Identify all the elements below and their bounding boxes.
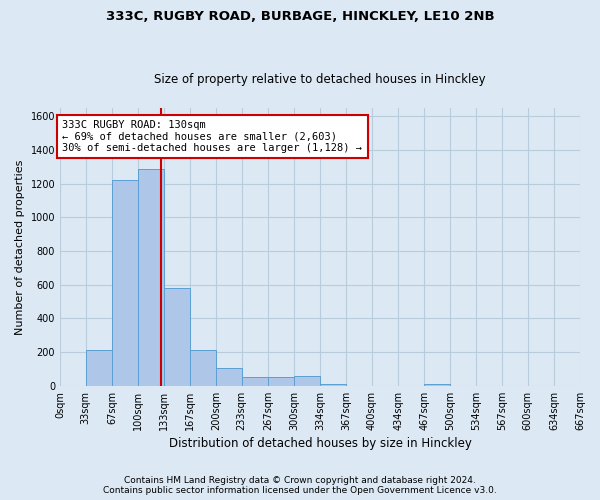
Bar [320,384,346,386]
Bar [424,384,450,386]
Bar [86,350,112,386]
Bar [268,376,294,386]
Bar [190,350,216,386]
Title: Size of property relative to detached houses in Hinckley: Size of property relative to detached ho… [154,73,486,86]
Text: 333C RUGBY ROAD: 130sqm
← 69% of detached houses are smaller (2,603)
30% of semi: 333C RUGBY ROAD: 130sqm ← 69% of detache… [62,120,362,153]
Y-axis label: Number of detached properties: Number of detached properties [15,159,25,334]
Bar [216,368,242,386]
Bar [294,376,320,386]
Bar [164,288,190,386]
X-axis label: Distribution of detached houses by size in Hinckley: Distribution of detached houses by size … [169,437,472,450]
Bar [242,376,268,386]
Bar [138,168,164,386]
Bar [112,180,138,386]
Text: 333C, RUGBY ROAD, BURBAGE, HINCKLEY, LE10 2NB: 333C, RUGBY ROAD, BURBAGE, HINCKLEY, LE1… [106,10,494,23]
Text: Contains HM Land Registry data © Crown copyright and database right 2024.
Contai: Contains HM Land Registry data © Crown c… [103,476,497,495]
